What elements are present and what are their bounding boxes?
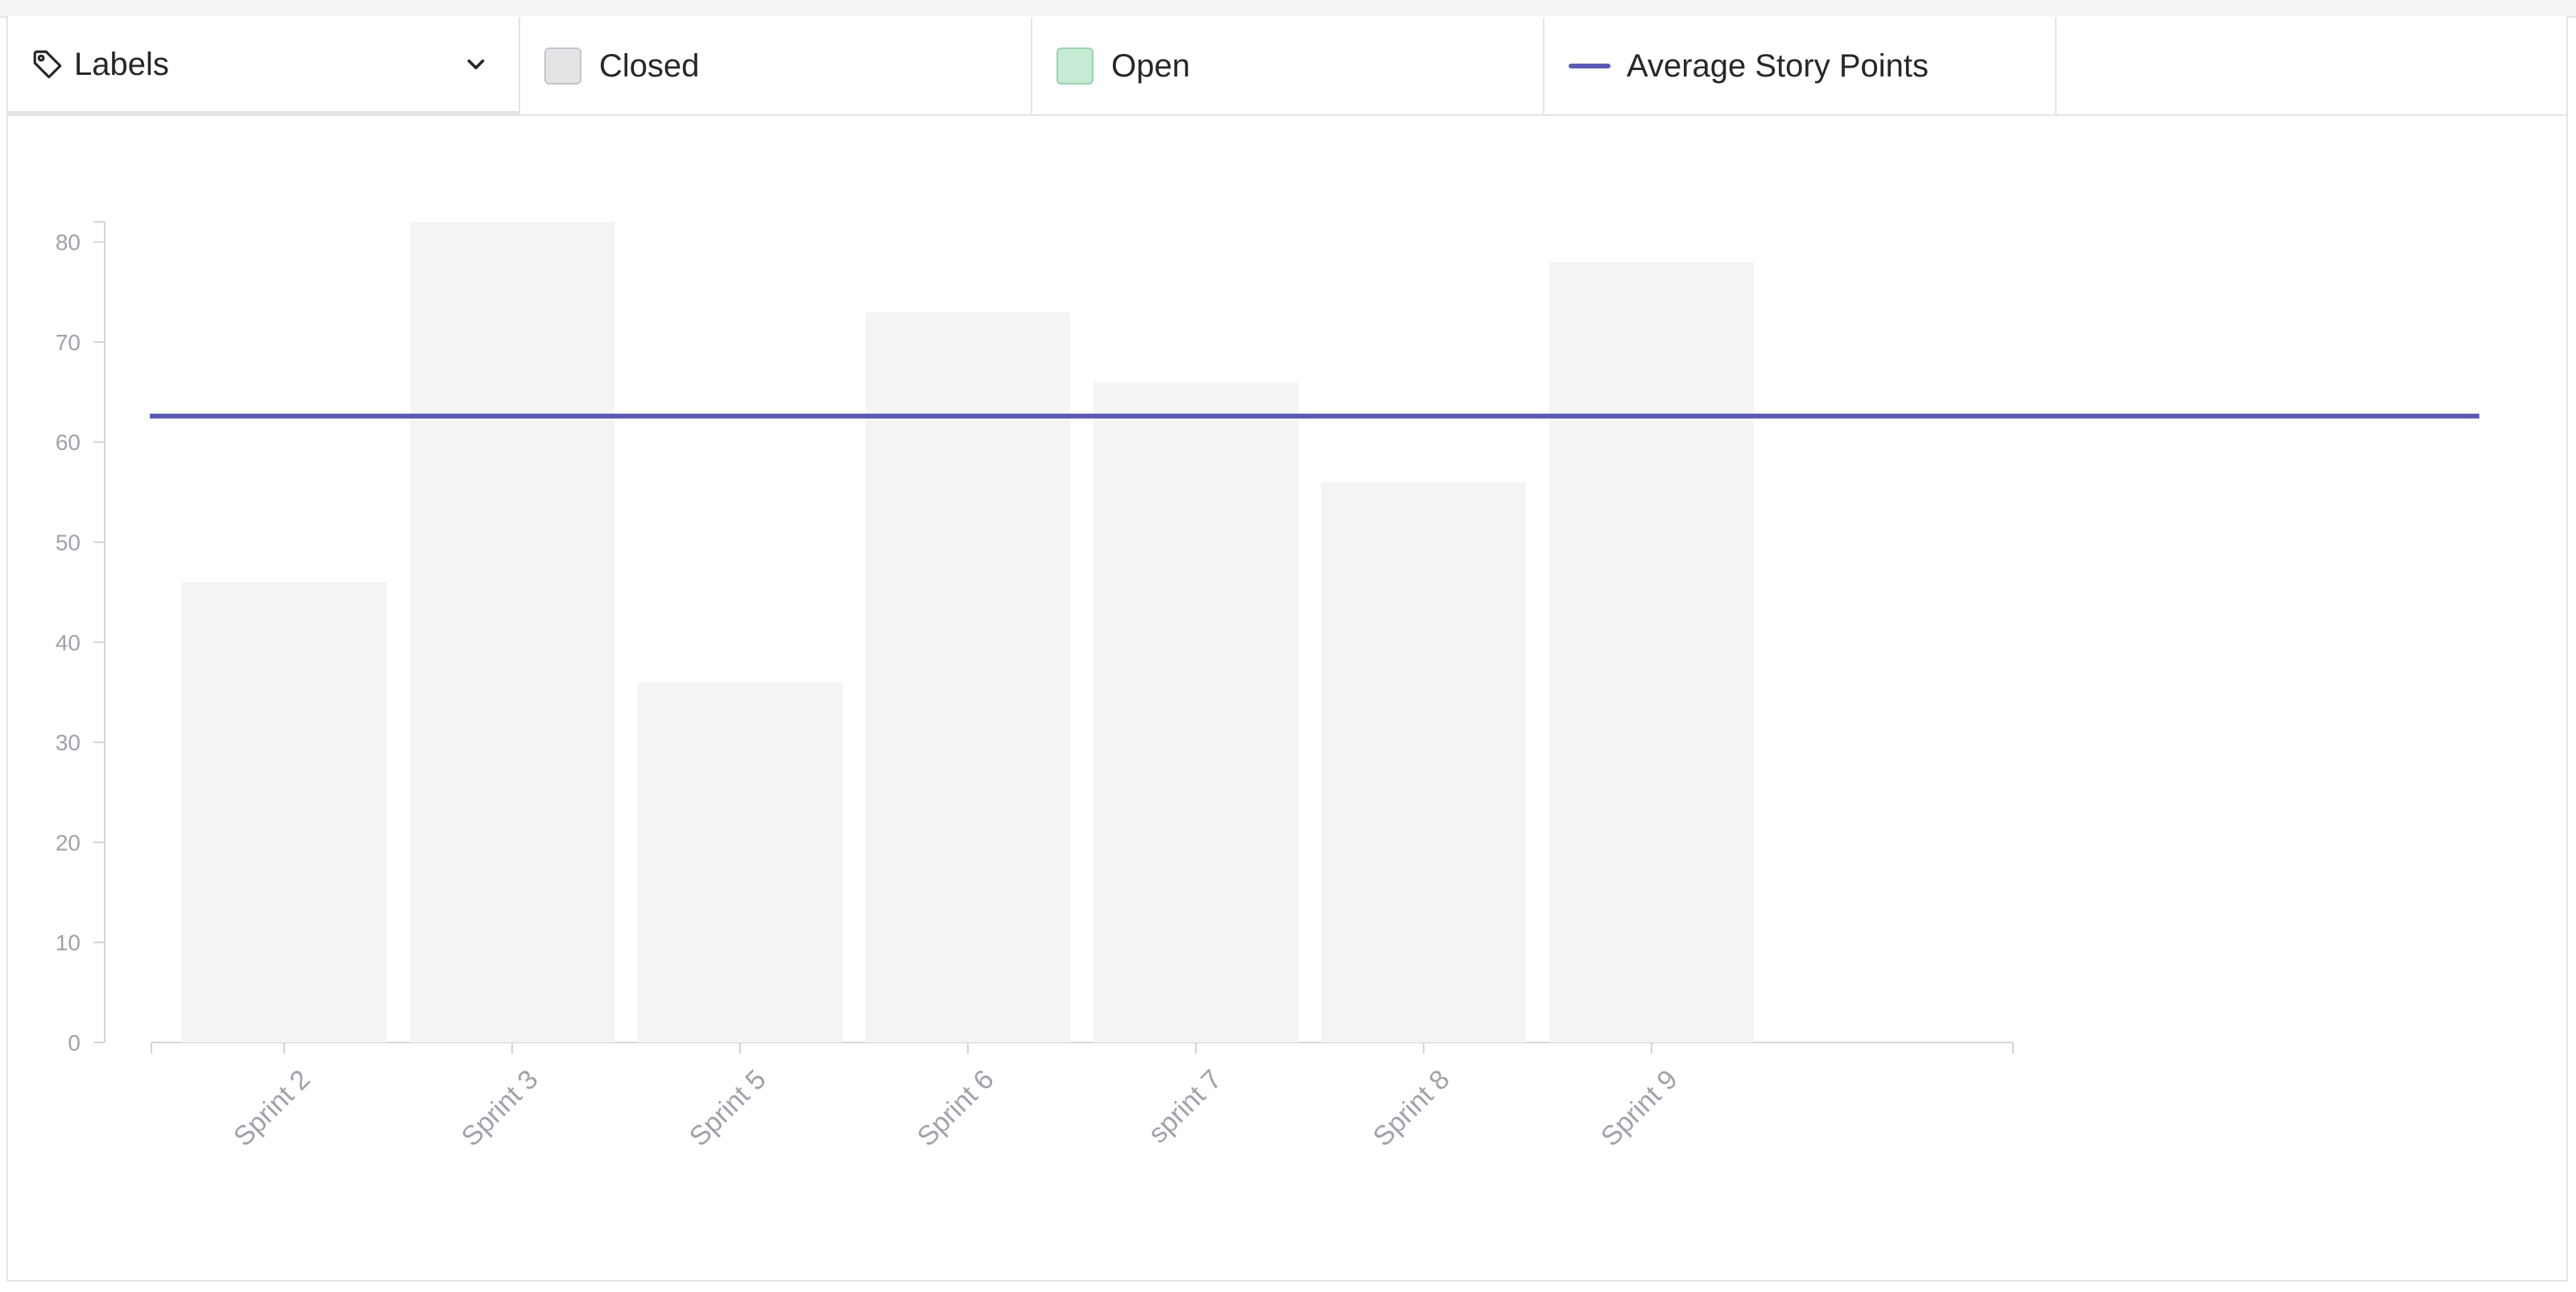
legend-label-closed: Closed [599,47,700,84]
legend-label-average: Average Story Points [1627,47,1929,84]
legend-label-open: Open [1111,47,1190,84]
top-strip [0,0,2576,18]
legend-bar: Labels Closed Open Average Story Points [6,18,2568,116]
tag-icon [31,47,64,81]
legend-empty-cell [2057,18,2568,114]
legend-item-average[interactable]: Average Story Points [1544,18,2057,114]
average-line-swatch [1569,64,1611,68]
legend-item-open[interactable]: Open [1032,18,1544,114]
legend-item-closed[interactable]: Closed [520,18,1032,114]
open-swatch [1056,47,1094,85]
closed-swatch [544,47,581,85]
labels-dropdown[interactable]: Labels [6,18,520,114]
labels-dropdown-text: Labels [74,46,169,82]
chevron-down-icon [462,51,490,78]
chart-panel [6,16,2568,1282]
